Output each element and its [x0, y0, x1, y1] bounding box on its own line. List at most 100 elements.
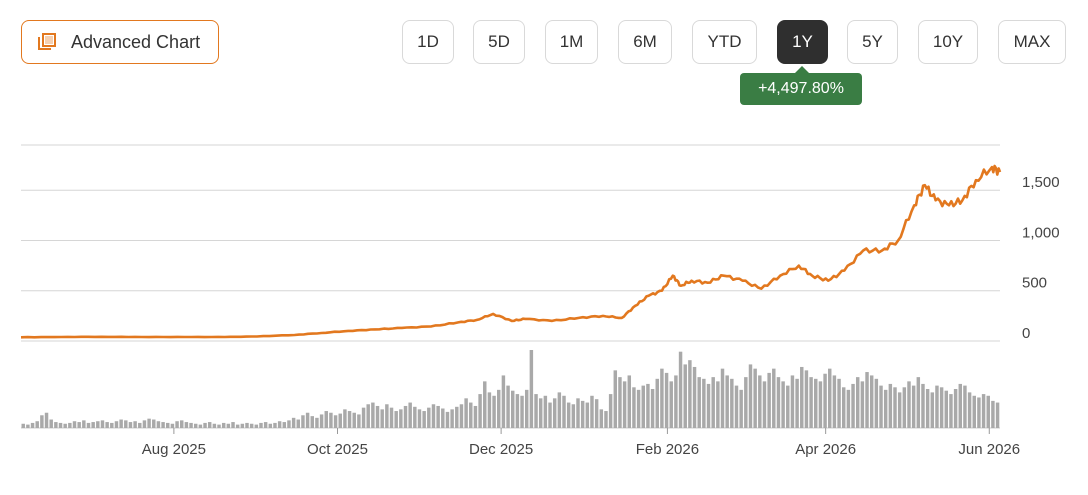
range-10y-button[interactable]: 10Y	[918, 20, 978, 64]
volume-bar	[91, 422, 95, 428]
volume-bar	[534, 394, 538, 428]
volume-bar	[133, 421, 137, 428]
volume-bar	[967, 392, 972, 428]
volume-bar	[865, 372, 869, 428]
volume-bar	[417, 409, 422, 428]
range-1d-button[interactable]: 1D	[402, 20, 454, 64]
volume-bar	[58, 422, 63, 428]
volume-bar	[981, 394, 986, 428]
volume-bar	[627, 375, 632, 428]
volume-bar	[207, 422, 212, 428]
range-5d-button[interactable]: 5D	[473, 20, 525, 64]
volume-bar	[991, 400, 995, 428]
volume-bar	[622, 381, 627, 428]
volume-bar	[972, 395, 976, 428]
volume-bar	[828, 368, 832, 428]
x-tick-label: Jun 2026	[958, 441, 1020, 458]
volume-bar	[441, 408, 445, 428]
volume-bar	[930, 392, 935, 428]
volume-bar	[804, 370, 809, 428]
volume-bar	[585, 402, 590, 428]
volume-bar	[394, 411, 398, 428]
volume-bar	[730, 378, 734, 428]
volume-bar	[529, 350, 534, 428]
volume-bar	[156, 421, 161, 428]
volume-bar	[753, 368, 757, 428]
range-1m-button[interactable]: 1M	[545, 20, 598, 64]
volume-bar	[63, 423, 67, 428]
volume-bar	[180, 420, 184, 428]
volume-bar	[352, 412, 356, 428]
volume-bar	[175, 421, 179, 428]
range-ytd-button[interactable]: YTD	[692, 20, 757, 64]
volume-bar	[431, 404, 436, 428]
volume-bar	[193, 423, 198, 428]
x-tick-label: Dec 2025	[469, 441, 533, 458]
volume-bar	[944, 390, 949, 428]
volume-bar	[399, 409, 403, 428]
advanced-chart-label: Advanced Chart	[71, 31, 201, 52]
volume-bar	[604, 411, 608, 428]
volume-bar	[221, 422, 226, 428]
volume-bar	[459, 404, 464, 428]
x-tick-label: Aug 2025	[142, 441, 206, 458]
volume-bar	[916, 377, 921, 428]
volume-bar	[226, 423, 231, 428]
volume-bar	[618, 377, 622, 428]
volume-bar	[641, 385, 645, 428]
volume-bar	[347, 411, 352, 428]
volume-bar	[235, 424, 240, 428]
volume-bar	[949, 394, 953, 428]
volume-bar	[170, 423, 175, 428]
range-6m-button[interactable]: 6M	[618, 20, 672, 64]
volume-bar	[389, 407, 394, 428]
volume-bar	[524, 389, 529, 428]
volume-bar	[925, 389, 930, 428]
volume-bar	[846, 389, 851, 428]
range-max-button[interactable]: MAX	[998, 20, 1066, 64]
volume-bar	[338, 413, 342, 428]
volume-bar	[329, 412, 333, 428]
volume-bar	[823, 373, 827, 428]
volume-bar	[128, 422, 133, 428]
volume-bar	[212, 423, 217, 428]
volume-bar	[963, 385, 967, 428]
advanced-chart-button[interactable]: Advanced Chart	[21, 20, 219, 64]
volume-bar	[678, 351, 683, 428]
range-5y-button[interactable]: 5Y	[847, 20, 898, 64]
volume-bar	[632, 387, 636, 428]
range-1y-button[interactable]: 1Y	[777, 20, 828, 64]
x-tick-label: Oct 2025	[307, 441, 368, 458]
volume-bar	[562, 395, 566, 428]
volume-bar	[77, 422, 81, 428]
volume-bar	[492, 395, 496, 428]
volume-bar	[291, 417, 296, 428]
volume-bar	[124, 420, 128, 428]
volume-bar	[548, 402, 552, 428]
volume-bar	[249, 423, 254, 428]
volume-bar	[608, 394, 613, 428]
volume-bar	[538, 398, 543, 428]
volume-bar	[902, 387, 907, 428]
volume-bar	[114, 421, 119, 428]
volume-bar	[664, 372, 669, 428]
volume-bar	[30, 422, 35, 428]
volume-bar	[469, 402, 473, 428]
volume-bar	[110, 422, 114, 428]
volume-bar	[203, 422, 207, 428]
volume-bar	[487, 392, 492, 428]
volume-bar	[277, 421, 282, 428]
volume-bar	[706, 383, 711, 428]
x-axis: Aug 2025 Oct 2025 Dec 2025 Feb 2026 Apr 2026…	[142, 428, 1020, 458]
volume-bar	[497, 389, 501, 428]
volume-bar	[268, 423, 273, 428]
volume-bar	[599, 409, 604, 428]
volume-bar	[874, 378, 879, 428]
volume-bar	[189, 422, 193, 428]
volume-bar	[152, 419, 156, 428]
volume-bar	[35, 421, 39, 428]
volume-bar	[445, 411, 450, 428]
volume-bar	[883, 389, 888, 428]
volume-bar	[921, 383, 925, 428]
